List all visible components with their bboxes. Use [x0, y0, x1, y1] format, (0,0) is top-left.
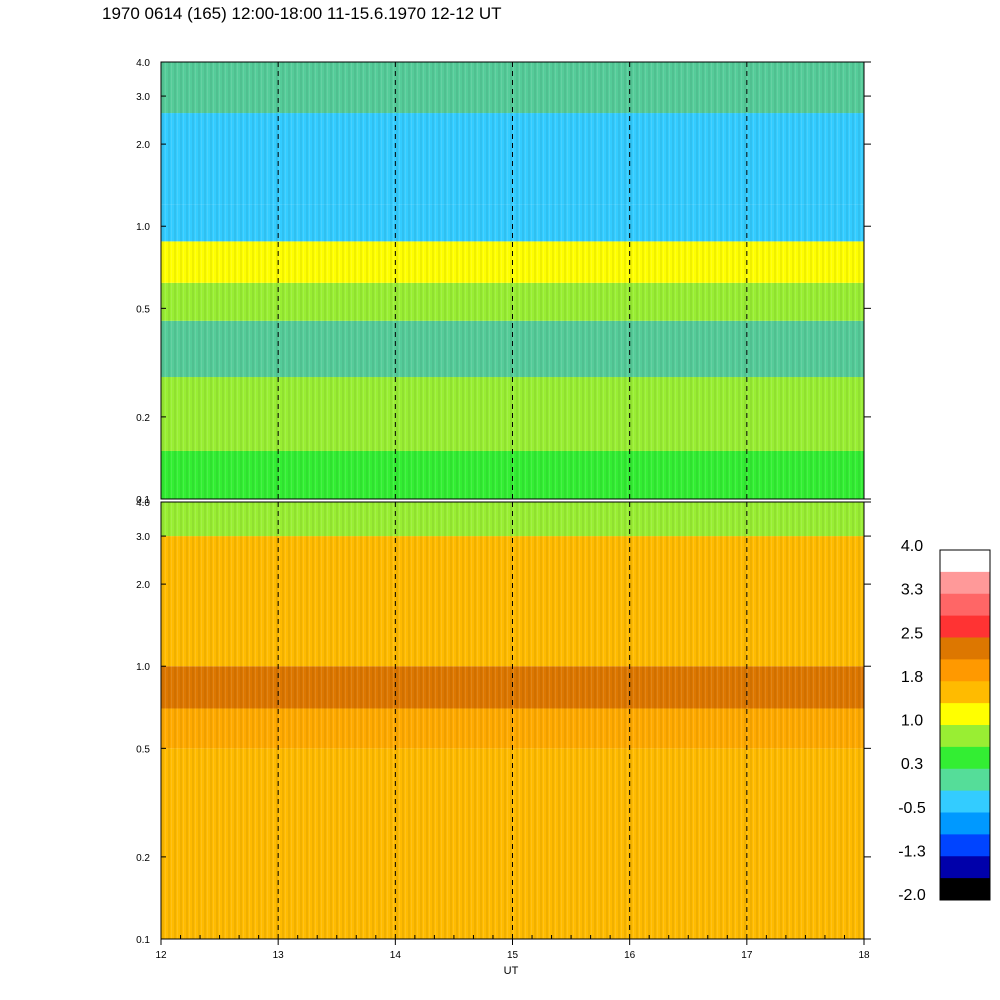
y-tick-label: 0.1 [136, 495, 150, 506]
colorbar-labels: 4.0 3.3 2.5 1.8 1.0 0.3 -0.5 -1.3 -2.0 [898, 538, 926, 904]
colorbar [939, 549, 991, 901]
y-tick-label: 3.0 [136, 532, 150, 543]
colorbar-swatch [940, 550, 990, 573]
colorbar-label: 4.0 [901, 538, 923, 555]
colorbar-swatch [940, 637, 990, 660]
chart-title: 1970 0614 (165) 12:00-18:00 11-15.6.1970… [102, 4, 502, 23]
y-tick-label: 1.0 [136, 222, 150, 233]
colorbar-swatch [940, 593, 990, 617]
colorbar-swatch [940, 659, 990, 682]
x-tick-label: 14 [390, 950, 402, 961]
y-tick-label: 2.0 [136, 140, 150, 151]
x-tick-label: 16 [624, 950, 636, 961]
colorbar-swatch [940, 878, 990, 901]
lower-panel: 4.0 3.0 2.0 1.0 0.5 0.2 0.1 [136, 498, 871, 946]
colorbar-swatch [940, 856, 990, 879]
colorbar-swatch [940, 790, 990, 813]
upper-panel: 4.0 3.0 2.0 1.0 0.5 0.2 0.1 [136, 58, 871, 506]
colorbar-label: 1.0 [901, 713, 923, 730]
x-tick-label: 18 [858, 950, 870, 961]
colorbar-swatch [940, 615, 990, 638]
colorbar-label: 1.8 [901, 669, 923, 686]
x-axis-label: UT [504, 965, 519, 977]
x-tick-label: 17 [741, 950, 753, 961]
colorbar-label: -0.5 [898, 800, 926, 817]
colorbar-swatch [940, 746, 990, 770]
y-tick-label: 4.0 [136, 498, 150, 509]
y-tick-label: 0.5 [136, 304, 150, 315]
x-axis: 12 13 14 15 16 17 18 [155, 935, 870, 961]
colorbar-frame [939, 549, 991, 901]
colorbar-label: 3.3 [901, 582, 923, 599]
colorbar-swatch [940, 725, 990, 748]
y-tick-label: 2.0 [136, 580, 150, 591]
x-tick-label: 13 [273, 950, 285, 961]
y-tick-label: 4.0 [136, 58, 150, 69]
y-tick-label: 1.0 [136, 662, 150, 673]
x-tick-label: 12 [155, 950, 167, 961]
colorbar-label: -2.0 [898, 887, 926, 904]
y-tick-label: 3.0 [136, 92, 150, 103]
y-tick-label: 0.1 [136, 935, 150, 946]
colorbar-swatch [940, 571, 990, 595]
colorbar-swatch [940, 834, 990, 857]
colorbar-label: 2.5 [901, 625, 923, 642]
y-tick-label: 0.2 [136, 853, 150, 864]
colorbar-swatch [940, 768, 990, 792]
colorbar-label: 0.3 [901, 756, 923, 773]
colorbar-swatch [940, 812, 990, 835]
colorbar-label: -1.3 [898, 843, 926, 860]
y-tick-label: 0.5 [136, 744, 150, 755]
colorbar-swatch [940, 681, 990, 704]
y-tick-label: 0.2 [136, 413, 150, 424]
x-tick-label: 15 [507, 950, 519, 961]
colorbar-swatch [940, 703, 990, 726]
